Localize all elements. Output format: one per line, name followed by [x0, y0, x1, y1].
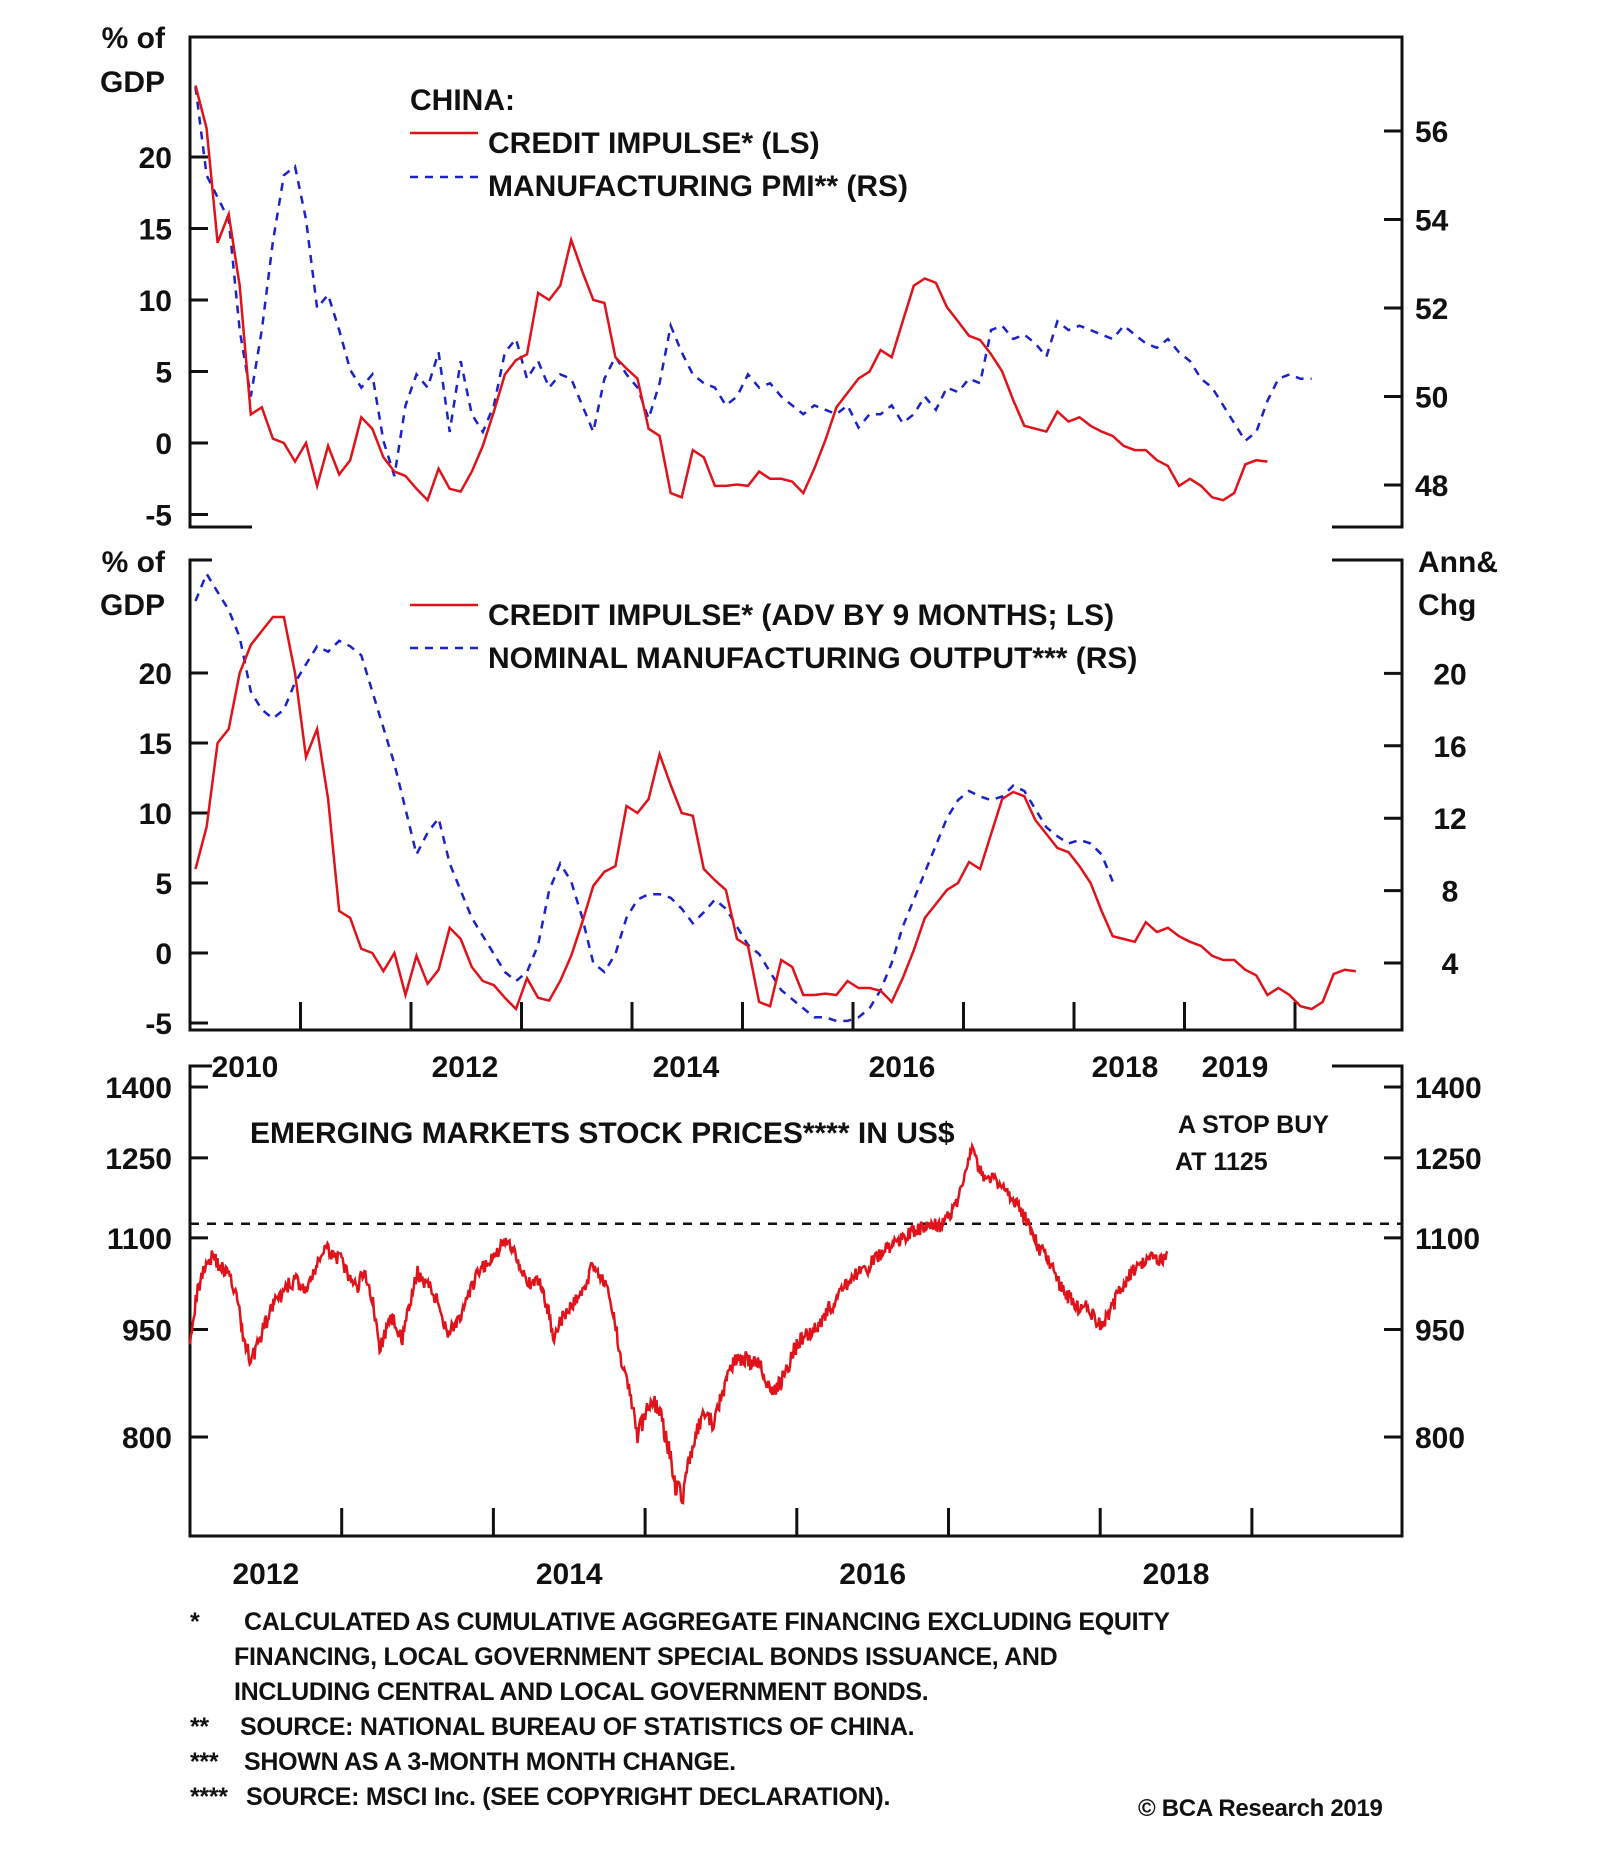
footnote-4-line-1: SOURCE: MSCI Inc. (SEE COPYRIGHT DECLARA…: [246, 1783, 891, 1811]
footnote-2-marker: **: [190, 1713, 209, 1741]
panel3-x-tick-label: 2018: [1143, 1558, 1210, 1591]
panel2-x-tick-label: 2014: [653, 1051, 720, 1084]
panel1-left-tick-label: 0: [155, 428, 172, 461]
panel2-x-tick-label: 2019: [1202, 1051, 1269, 1084]
panel2-left-tick-label: 15: [139, 728, 172, 761]
panel1-left-axis-label-line2: GDP: [100, 66, 165, 99]
panel3-title: EMERGING MARKETS STOCK PRICES**** IN US$: [250, 1117, 955, 1150]
panel2-x-tick-label: 2010: [212, 1051, 279, 1084]
panel1-right-tick-label: 54: [1415, 205, 1449, 238]
panel2-series-credit-impulse-adv: [194, 615, 1356, 1012]
panel1-left-tick-label: 15: [139, 214, 172, 247]
panel3-right-tick-label: 1100: [1415, 1223, 1480, 1256]
panel1-left-axis-label-line1: % of: [102, 22, 166, 55]
panel3-left-tick-label: 1100: [107, 1223, 172, 1256]
footnote-3-line-1: SHOWN AS A 3-MONTH MONTH CHANGE.: [244, 1748, 736, 1776]
panel2-right-tick-label: 16: [1433, 731, 1466, 764]
panel1-left-tick-label: 10: [139, 285, 172, 318]
panel1-series-pmi: [194, 86, 1312, 477]
panel1-left-tick-label: 20: [139, 142, 172, 175]
panel2-left-tick-label: 5: [155, 868, 172, 901]
panel3-left-tick-label: 1400: [105, 1072, 172, 1105]
panel2-frame: [188, 558, 1404, 1032]
footnote-1-marker: *: [190, 1608, 200, 1636]
panel1-title: CHINA:: [410, 84, 515, 117]
panel1-legend-label-pmi: MANUFACTURING PMI** (RS): [488, 170, 908, 203]
panel2-right-tick-label: 20: [1433, 658, 1466, 691]
panel1-right-tick-label: 50: [1415, 382, 1448, 415]
panel2-right-tick-label: 4: [1442, 948, 1459, 981]
panel2-left-tick-label: 20: [139, 658, 172, 691]
panel2-left-axis-label-line2: GDP: [100, 589, 165, 622]
panel1-left-tick-label: 5: [155, 357, 172, 390]
panel2-x-tick-label: 2012: [432, 1051, 499, 1084]
panel2-left-tick-label: 10: [139, 798, 172, 831]
panel3-annotation-line2: AT 1125: [1175, 1148, 1268, 1176]
panel3-x-tick-label: 2012: [232, 1558, 299, 1591]
panel3-right-tick-label: 950: [1415, 1315, 1465, 1348]
panel1-series-credit-impulse: [194, 85, 1268, 503]
panel2-series-nominal-output: [194, 571, 1114, 1023]
panel3-x-tick-label: 2014: [536, 1558, 603, 1591]
panel3-right-tick-label: 1250: [1415, 1143, 1482, 1176]
footnote-2-line-1: SOURCE: NATIONAL BUREAU OF STATISTICS OF…: [240, 1713, 915, 1741]
panel2-right-tick-label: 8: [1442, 876, 1459, 909]
panel3-left-tick-label: 1250: [105, 1143, 172, 1176]
panel2-right-tick-label: 12: [1433, 803, 1466, 836]
footnote-1-line-3: INCLUDING CENTRAL AND LOCAL GOVERNMENT B…: [234, 1678, 929, 1706]
footnote-3-marker: ***: [190, 1748, 219, 1776]
panel1-frame: [188, 35, 1404, 529]
panel2-legend-label-credit: CREDIT IMPULSE* (ADV BY 9 MONTHS; LS): [488, 599, 1114, 632]
panel2-x-tick-label: 2018: [1092, 1051, 1159, 1084]
panel2-left-axis-label-line1: % of: [102, 546, 166, 579]
panel2-left-tick-label: -5: [145, 1008, 172, 1041]
panel2-left-tick-label: 0: [155, 938, 172, 971]
footnote-4-marker: ****: [190, 1783, 228, 1811]
panel2-x-tick-label: 2016: [869, 1051, 936, 1084]
panel3-annotation-line1: A STOP BUY: [1178, 1111, 1329, 1139]
panel2-legend-label-output: NOMINAL MANUFACTURING OUTPUT*** (RS): [488, 642, 1137, 675]
panel1-right-tick-label: 56: [1415, 116, 1448, 149]
panel1-left-tick-label: -5: [145, 500, 172, 533]
footnote-1-line-2: FINANCING, LOCAL GOVERNMENT SPECIAL BOND…: [234, 1643, 1058, 1671]
panel1-right-tick-label: 48: [1415, 470, 1448, 503]
panel3-right-tick-label: 1400: [1415, 1072, 1482, 1105]
panel3-right-tick-label: 800: [1415, 1422, 1465, 1455]
panel3-left-tick-label: 950: [122, 1315, 172, 1348]
panel3-x-tick-label: 2016: [839, 1558, 906, 1591]
copyright: © BCA Research 2019: [1138, 1795, 1383, 1822]
footnote-1-line-1: CALCULATED AS CUMULATIVE AGGREGATE FINAN…: [244, 1608, 1170, 1636]
panel1-legend-label-credit: CREDIT IMPULSE* (LS): [488, 127, 820, 160]
panel3-left-tick-label: 800: [122, 1422, 172, 1455]
panel2-right-axis-label-line1: Ann&: [1418, 546, 1498, 579]
panel3-series-em-stock-prices: [188, 1141, 1169, 1505]
panel2-right-axis-label-line2: Chg: [1418, 589, 1476, 622]
panel1-right-tick-label: 52: [1415, 293, 1448, 326]
